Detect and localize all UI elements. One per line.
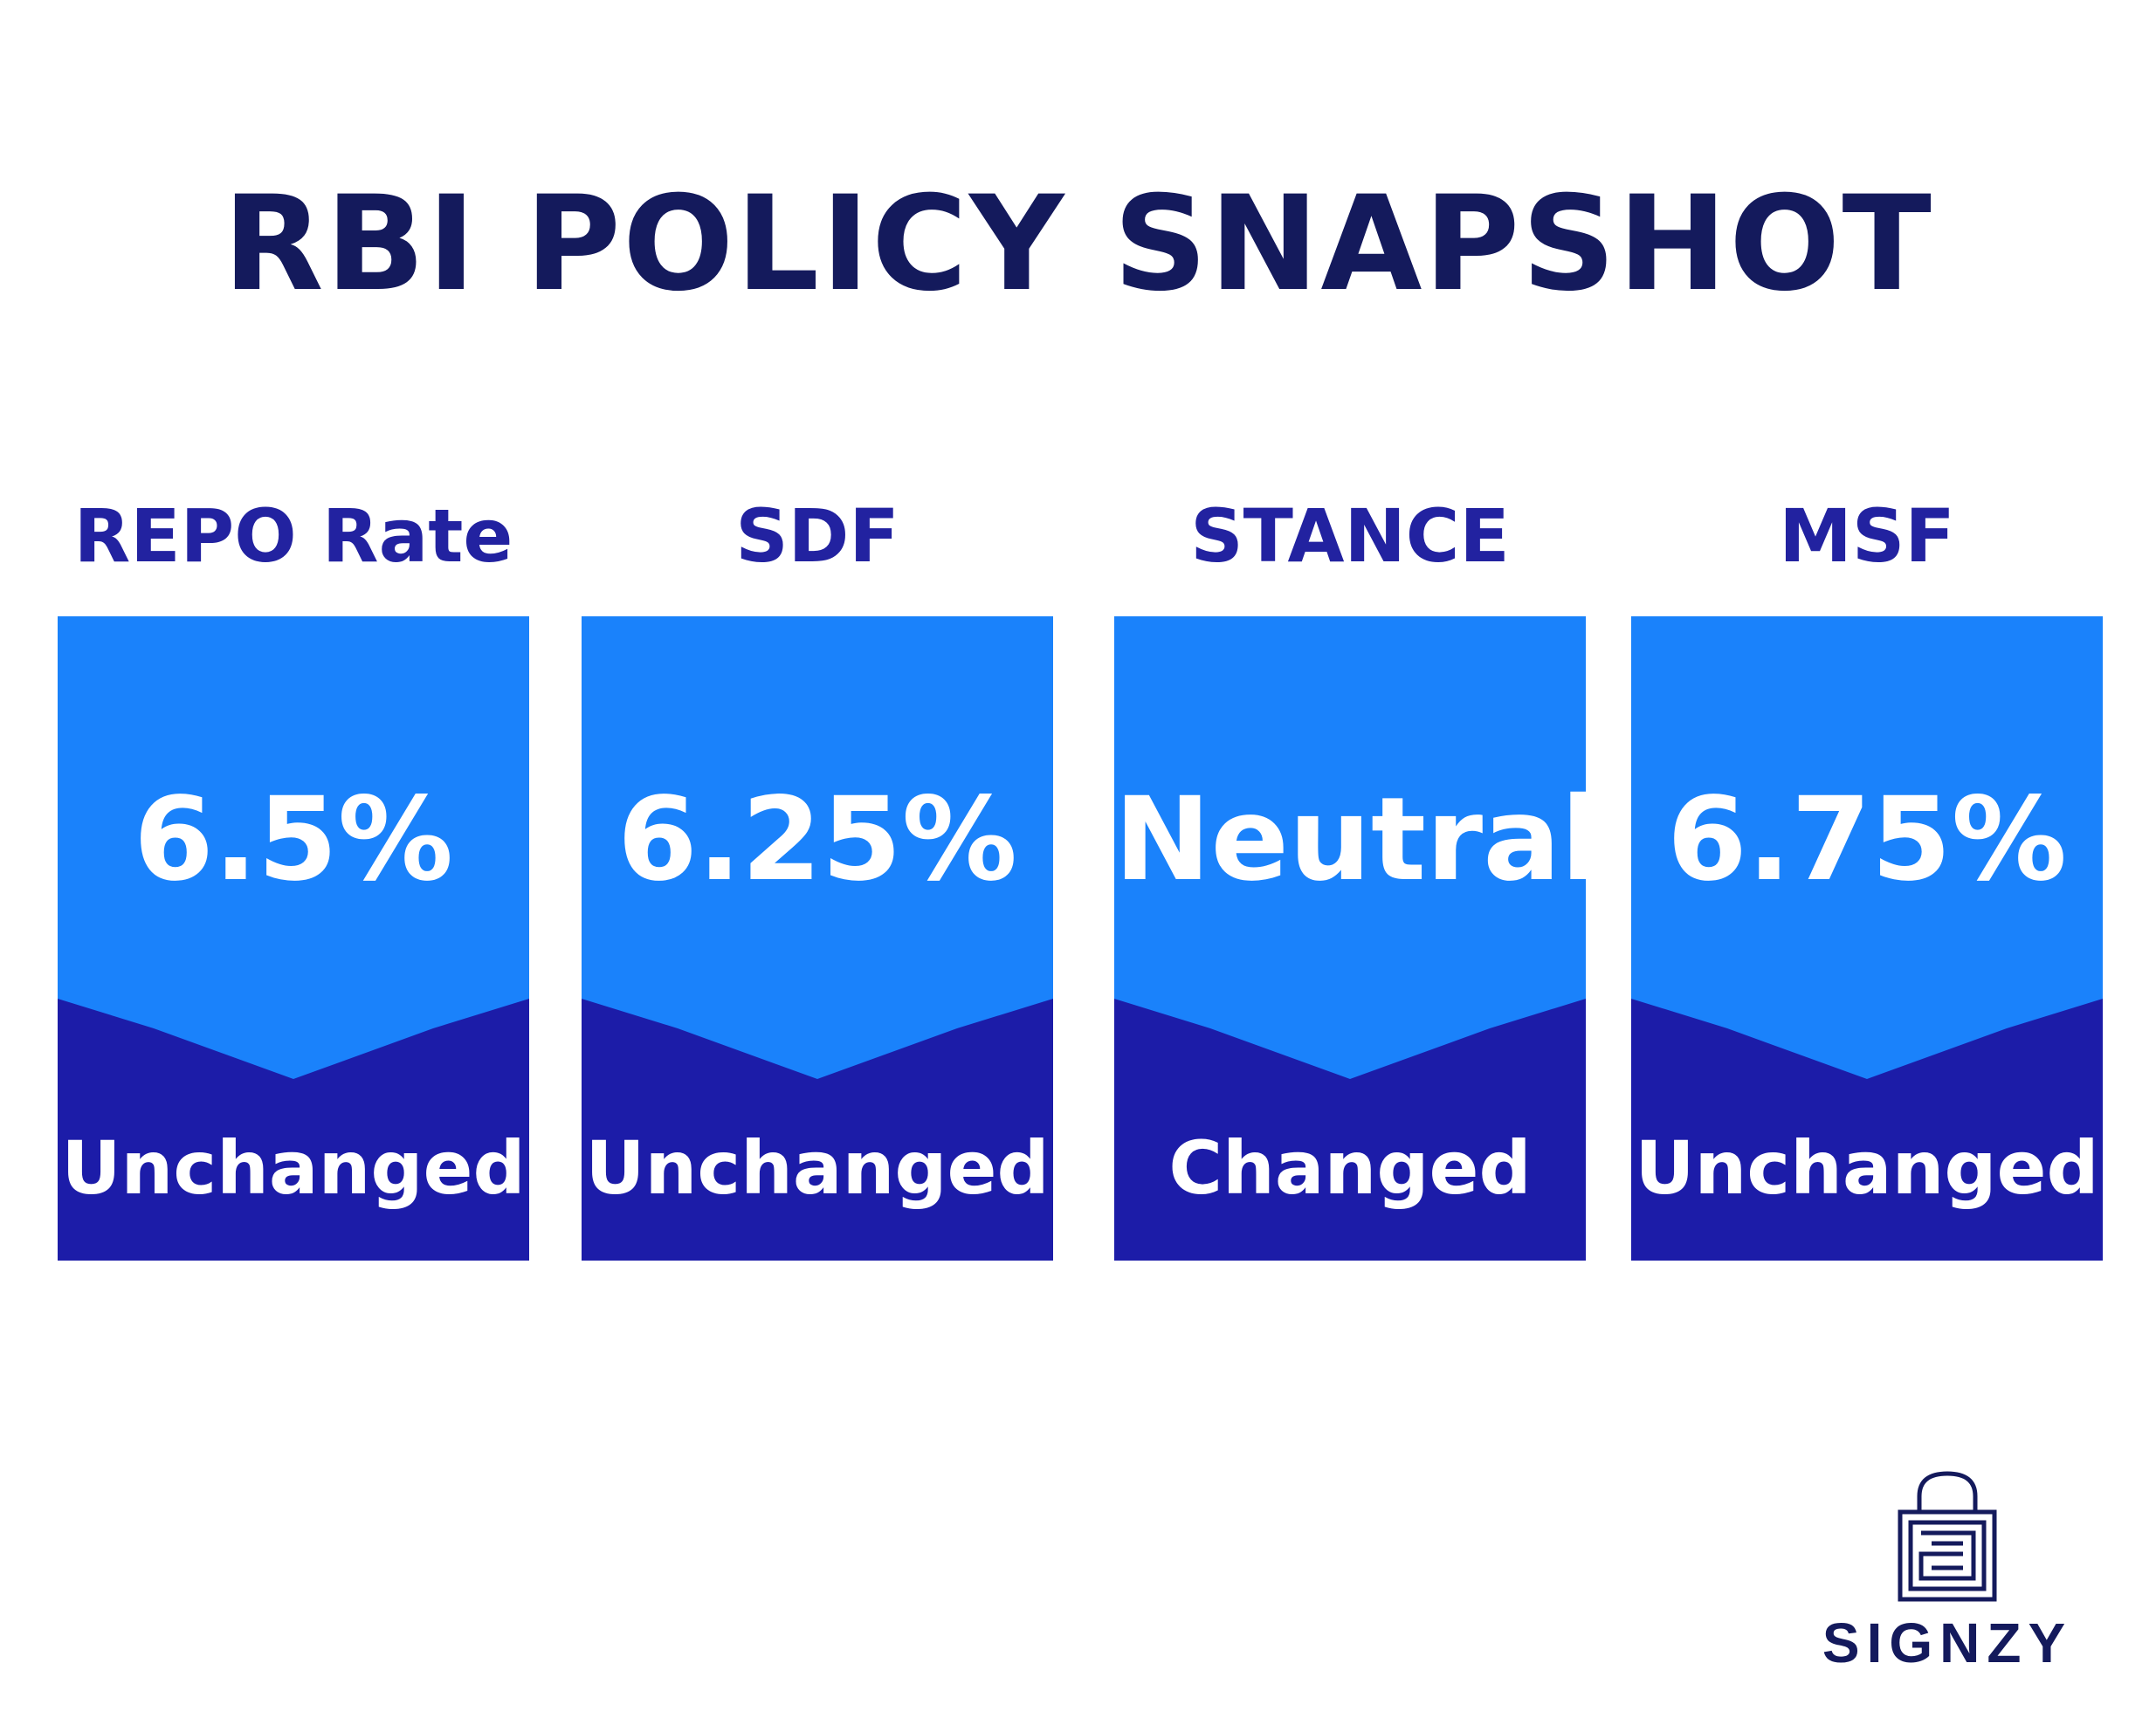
card-value: Neutral	[1114, 773, 1601, 907]
card-background	[1114, 616, 1586, 1261]
card-status: Unchanged	[61, 1125, 526, 1211]
card-label: SDF	[735, 493, 899, 579]
card-body: 6.75% Unchanged	[1631, 616, 2103, 1261]
signzy-logo: SIGNZY	[1781, 1467, 2113, 1676]
card-value: 6.75%	[1667, 773, 2067, 907]
svg-text:SIGNZY: SIGNZY	[1822, 1615, 2072, 1674]
card-body: Neutral Changed	[1114, 616, 1601, 1261]
signzy-wordmark: SIGNZY	[1822, 1615, 2072, 1674]
card-background	[582, 616, 1053, 1261]
card-body: 6.25% Unchanged	[582, 616, 1053, 1261]
card-label: REPO Rate	[73, 493, 513, 579]
padlock-maze-icon	[1898, 1471, 1997, 1602]
card-label: STANCE	[1190, 493, 1510, 579]
card-label: MSF	[1779, 493, 1955, 579]
card-value: 6.25%	[617, 773, 1017, 907]
card-background	[1631, 616, 2103, 1261]
card-status: Changed	[1168, 1125, 1532, 1211]
card-value: 6.5%	[133, 773, 454, 907]
page-title: RBI POLICY SNAPSHOT	[223, 168, 1933, 320]
card-status: Unchanged	[1635, 1125, 2099, 1211]
card-body: 6.5% Unchanged	[58, 616, 529, 1261]
card-status: Unchanged	[585, 1125, 1050, 1211]
card-background	[58, 616, 529, 1261]
